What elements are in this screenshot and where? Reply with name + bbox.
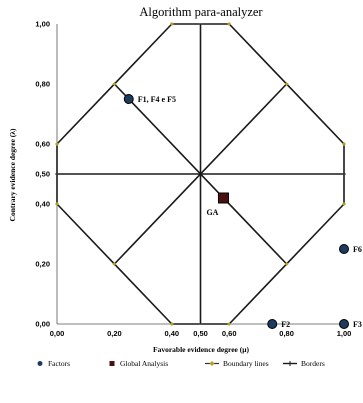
- boundary-vertex-marker: [284, 82, 289, 86]
- y-tick-label: 0,50: [35, 170, 50, 179]
- boundary-vertex-marker: [55, 202, 59, 206]
- lines-layer: [56, 23, 345, 325]
- x-tick-label: 0,00: [50, 329, 65, 338]
- factor-point: [339, 319, 349, 329]
- legend-item: Borders: [283, 359, 325, 368]
- legend-symbol-diamond: [209, 361, 215, 366]
- boundary-vertex-marker: [169, 22, 174, 26]
- y-tick-label: 0,00: [35, 320, 50, 329]
- legend: Factors Global Analysis Boundary lines Bord…: [37, 359, 325, 368]
- y-axis-label: Contrary evidence degree (λ): [8, 128, 17, 221]
- y-tick-label: 0,40: [35, 200, 50, 209]
- legend-symbol-circle: [37, 361, 43, 366]
- boundary-vertex-marker: [112, 82, 117, 86]
- factor-point: [267, 319, 278, 329]
- legend-item: Factors: [37, 359, 70, 368]
- legend-label: Factors: [48, 359, 70, 368]
- boundary-vertex-marker: [284, 262, 289, 266]
- x-tick-label: 1,00: [337, 329, 352, 338]
- boundary-vertex-marker: [112, 262, 117, 266]
- factor-label: F3: [353, 320, 362, 329]
- legend-item: Boundary lines: [205, 359, 269, 368]
- legend-item: Global Analysis: [109, 359, 168, 368]
- x-tick-label: 0,60: [222, 329, 237, 338]
- y-tick-label: 0,60: [35, 140, 50, 149]
- global-analysis-label: GA: [206, 208, 218, 217]
- legend-label: Borders: [301, 359, 325, 368]
- x-axis-label: Favorable evidence degree (μ): [153, 345, 249, 354]
- factor-label: F1, F4 e F5: [138, 95, 176, 104]
- x-tick-label: 0,50: [193, 329, 208, 338]
- boundary-vertex-marker: [227, 322, 232, 326]
- factor-label: F2: [281, 320, 290, 329]
- factor-point: [123, 94, 134, 104]
- factor-point: [339, 244, 349, 254]
- chart-title: Algorithm para-analyzer: [139, 5, 263, 19]
- boundary-vertex-marker: [169, 322, 174, 326]
- y-tick-label: 1,00: [35, 20, 50, 29]
- boundary-vertex-marker: [55, 142, 59, 146]
- boundary-vertex-marker: [342, 142, 346, 146]
- boundary-line-segment: [113, 83, 288, 265]
- legend-label: Boundary lines: [223, 359, 269, 368]
- x-tick-label: 0,20: [107, 329, 122, 338]
- y-tick-label: 0,80: [35, 80, 50, 89]
- y-tick-label: 0,20: [35, 260, 50, 269]
- x-tick-label: 0,40: [164, 329, 179, 338]
- legend-symbol-square: [109, 361, 115, 366]
- legend-label: Global Analysis: [120, 359, 168, 368]
- axes-layer: 0,00 0,20 0,40 0,50 0,60 0,80 1,00 0,00 0,20 0,40…: [35, 20, 351, 339]
- factor-label: F6: [353, 245, 362, 254]
- global-analysis-point: [217, 192, 229, 204]
- boundary-vertex-marker: [227, 22, 232, 26]
- marks-layer: [55, 22, 349, 329]
- labels-layer: F1, F4 e F5 F2 F3 F6 GA: [138, 95, 362, 329]
- x-tick-label: 0,80: [279, 329, 294, 338]
- boundary-vertex-marker: [342, 202, 346, 206]
